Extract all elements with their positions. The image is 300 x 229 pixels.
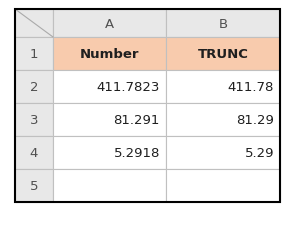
- Bar: [15, 104, 53, 136]
- Text: 5.29: 5.29: [244, 146, 274, 159]
- Text: B: B: [218, 17, 228, 30]
- Bar: [53, 169, 166, 202]
- Text: 4: 4: [30, 146, 38, 159]
- Bar: [166, 71, 280, 104]
- Bar: [15, 71, 53, 104]
- Bar: [53, 38, 166, 71]
- Text: 1: 1: [30, 48, 38, 61]
- Bar: [15, 169, 53, 202]
- Text: 411.78: 411.78: [228, 81, 274, 94]
- Text: 81.291: 81.291: [114, 114, 160, 126]
- Bar: [15, 136, 53, 169]
- Bar: [53, 71, 166, 104]
- Text: Number: Number: [80, 48, 139, 61]
- Text: A: A: [105, 17, 114, 30]
- Text: 5.2918: 5.2918: [114, 146, 160, 159]
- Text: 2: 2: [30, 81, 38, 94]
- Text: 3: 3: [30, 114, 38, 126]
- Bar: [53, 104, 166, 136]
- Bar: [15, 38, 53, 71]
- Bar: [166, 104, 280, 136]
- Bar: [15, 10, 280, 202]
- Bar: [166, 136, 280, 169]
- Bar: [53, 136, 166, 169]
- Bar: [15, 10, 53, 38]
- Text: 5: 5: [30, 179, 38, 192]
- Bar: [53, 10, 166, 38]
- Bar: [166, 10, 280, 38]
- Bar: [166, 169, 280, 202]
- Bar: [166, 38, 280, 71]
- Text: 411.7823: 411.7823: [97, 81, 160, 94]
- Text: 81.29: 81.29: [236, 114, 274, 126]
- Text: TRUNC: TRUNC: [198, 48, 248, 61]
